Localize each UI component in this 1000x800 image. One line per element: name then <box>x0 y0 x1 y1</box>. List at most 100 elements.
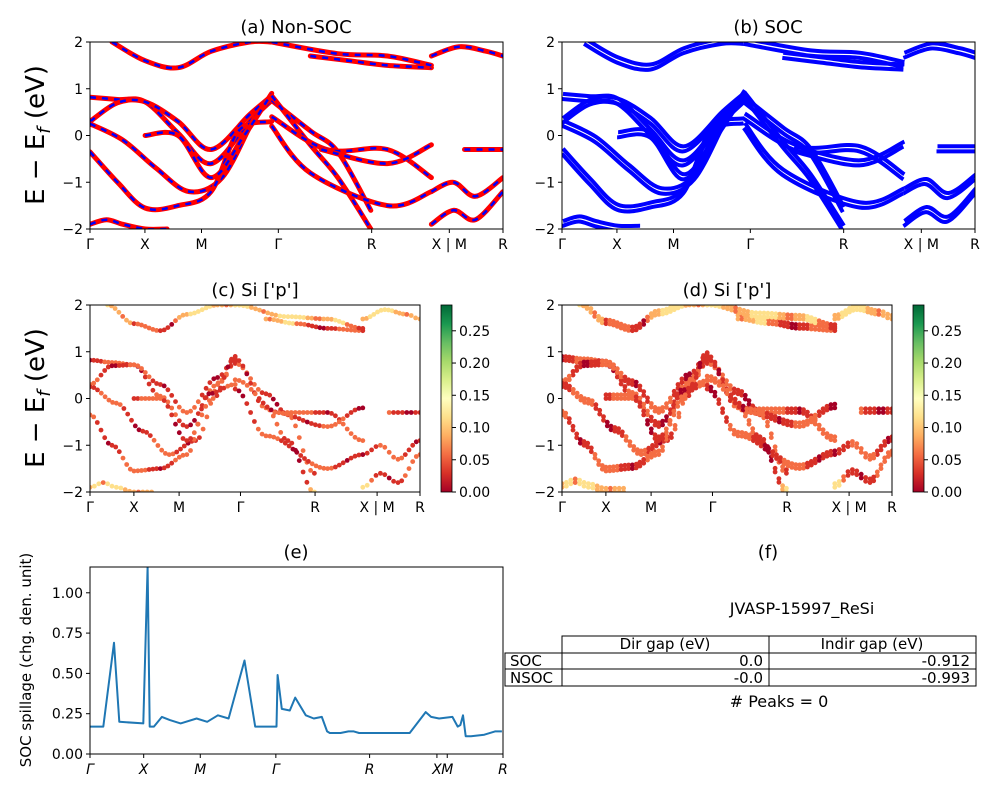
panel-d-scatter-point <box>708 305 714 308</box>
panel-d-scatter-point <box>797 462 802 468</box>
panel-c-scatter-point <box>236 378 242 383</box>
panel-d-scatter-point <box>808 322 814 328</box>
panel-d-xtick-label: Γ <box>558 500 566 516</box>
panel-d-scatter-point <box>808 415 814 421</box>
panel-c-scatter-point <box>300 418 306 423</box>
panel-d-scatter-point <box>805 418 810 423</box>
panel-c-scatter-point <box>417 438 420 443</box>
panel-d-scatter-point <box>789 410 794 415</box>
panel-d-scatter-point <box>697 364 703 370</box>
panel-d-scatter-point <box>648 430 654 436</box>
panel-c-scatter-point <box>240 393 246 399</box>
panel-c-scatter-point <box>367 314 373 320</box>
panel-d-scatter-point <box>635 451 640 456</box>
panel-b-title: (b) SOC <box>733 17 802 38</box>
panel-c-scatter-point <box>228 305 234 308</box>
panel-c-scatter-point <box>195 399 201 405</box>
panel-c-scatter-point <box>306 459 311 464</box>
panel-d-scatter-point <box>858 305 863 309</box>
panel-d-scatter-point <box>847 309 852 315</box>
panel-d-scatter-point <box>616 426 621 431</box>
panel-c-scatter-point <box>95 387 100 393</box>
panel-d-scatter-point <box>858 449 864 455</box>
panel-d-scatter-point <box>736 404 742 410</box>
panel-c-scatter-point <box>102 359 108 365</box>
panel-a-band-line <box>90 95 275 195</box>
panel-c-scatter-point <box>336 419 342 425</box>
table-row-label-soc: SOC <box>510 652 542 670</box>
panel-d-scatter-point <box>770 321 776 327</box>
panel-d-scatter-point <box>611 322 616 328</box>
panel-d-scatter-point <box>614 463 620 469</box>
panel-d-scatter-point <box>577 440 583 446</box>
panel-d-scatter-point <box>574 364 580 370</box>
panel-d-scatter-point <box>745 312 751 318</box>
panel-c-scatter-point <box>279 438 284 444</box>
panel-c-scatter-point <box>215 380 221 386</box>
panel-d-scatter-point <box>585 359 591 365</box>
panel-d-scatter-point <box>590 481 596 487</box>
panel-d-scatter-point <box>805 322 810 328</box>
panel-c-scatter-point <box>149 489 154 492</box>
panel-d-scatter-point <box>581 305 586 309</box>
panel-a-band-dash <box>270 99 372 211</box>
panel-c-scatter-point <box>317 423 322 429</box>
panel-c-scatter-point <box>100 480 106 485</box>
panel-d-scatter-point <box>592 314 598 319</box>
panel-d-scatter-point <box>731 431 737 437</box>
panel-d-xtick-label: X | M <box>831 500 866 516</box>
panel-d-scatter-point <box>742 396 748 402</box>
panel-d-scatter-point <box>812 456 818 462</box>
panel-d-scatter-point <box>679 398 684 403</box>
panel-d-scatter-point <box>618 325 624 331</box>
panel-a-band-line <box>90 94 275 167</box>
panel-d-scatter-point <box>766 321 772 327</box>
panel-d-scatter-point <box>622 327 628 332</box>
panel-d-scatter-point <box>712 376 718 382</box>
panel-d-scatter-point <box>671 388 677 394</box>
panel-d-scatter-point <box>876 406 882 412</box>
panel-d-scatter-point <box>577 360 583 366</box>
panel-d-scatter-point <box>704 377 710 383</box>
panel-c-scatter-point <box>139 366 144 371</box>
panel-c-scatter-point <box>184 312 190 317</box>
panel-d-scatter-point <box>671 305 677 309</box>
panel-d-scatter-point <box>593 402 599 408</box>
panel-d-scatter-point <box>828 437 834 443</box>
panel-d-scatter-point <box>773 406 778 412</box>
panel-d-scatter-point <box>746 401 752 407</box>
panel-d-scatter-point <box>773 315 779 320</box>
panel-d-scatter-point <box>805 464 810 470</box>
panel-c-scatter-point <box>300 469 306 475</box>
panel-d-scatter-point <box>599 358 605 364</box>
panel-d-scatter-point <box>863 454 868 460</box>
panel-d-scatter-point <box>808 462 814 468</box>
panel-c-scatter-point <box>131 468 137 474</box>
panel-d-scatter-point <box>850 470 855 476</box>
panel-c-scatter-point <box>206 391 212 397</box>
panel-d-scatter-point <box>597 407 603 413</box>
panel-c-scatter-point <box>340 460 346 466</box>
panel-d-scatter-point <box>607 317 613 323</box>
panel-c-scatter-point <box>399 478 405 484</box>
panel-d-scatter-point <box>648 454 654 460</box>
panel-d-scatter-point <box>812 460 818 466</box>
panel-d-scatter-point <box>588 445 594 451</box>
panel-d-scatter-point <box>889 448 892 454</box>
panel-d-scatter-point <box>801 322 806 328</box>
panel-d-scatter-point <box>627 439 633 445</box>
panel-e-ytick-label: 0.75 <box>52 626 83 642</box>
panel-d-scatter-point <box>685 385 691 391</box>
table-row-cell-soc-dir <box>561 652 770 670</box>
panel-c-scatter-point <box>378 307 384 313</box>
panel-d-scatter-point <box>638 452 644 457</box>
panel-c-ytick-label: 0 <box>74 392 83 408</box>
panel-c-scatter-point <box>210 396 216 401</box>
panel-c-scatter-point <box>321 465 327 471</box>
panel-d-scatter-point <box>641 322 647 327</box>
panel-d-scatter-point <box>585 444 591 450</box>
panel-c-scatter-point <box>389 308 395 314</box>
panel-b-xtick-label: R <box>970 237 980 253</box>
panel-d-scatter-point <box>608 423 614 429</box>
panel-d-scatter-point <box>607 321 613 327</box>
